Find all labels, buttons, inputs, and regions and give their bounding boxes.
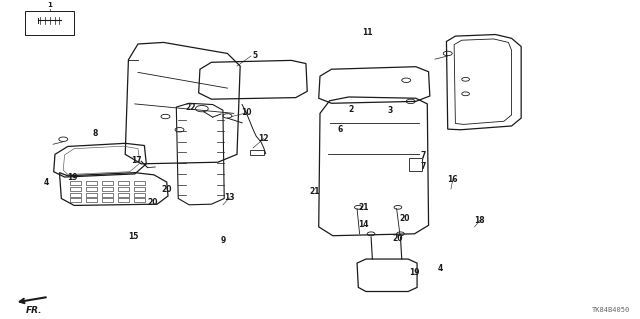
Text: 4: 4 (44, 178, 49, 187)
Text: 21: 21 (310, 187, 320, 196)
Text: 16: 16 (447, 175, 458, 184)
Text: 3: 3 (388, 106, 393, 115)
Text: 1: 1 (47, 2, 52, 8)
Text: 21: 21 (358, 204, 369, 212)
Text: 12: 12 (259, 134, 269, 143)
Text: 7: 7 (420, 152, 426, 160)
Text: 2: 2 (348, 105, 353, 114)
Text: 9: 9 (220, 236, 225, 245)
Text: 19: 19 (68, 173, 78, 182)
Text: TK84B4050: TK84B4050 (591, 307, 630, 313)
Text: 20: 20 (147, 198, 158, 207)
Text: 11: 11 (363, 28, 373, 37)
Text: 6: 6 (338, 125, 343, 134)
Text: FR.: FR. (26, 306, 42, 315)
Text: 5: 5 (252, 51, 257, 61)
Text: 18: 18 (474, 216, 485, 225)
Text: 14: 14 (358, 220, 369, 229)
Text: 8: 8 (93, 130, 98, 138)
Text: 17: 17 (131, 156, 141, 165)
Text: 15: 15 (129, 232, 139, 241)
Text: 4: 4 (437, 264, 443, 273)
Text: 20: 20 (399, 213, 410, 223)
Text: 7: 7 (420, 162, 426, 171)
Text: 10: 10 (241, 108, 252, 117)
Text: 13: 13 (224, 193, 235, 202)
Text: 20: 20 (161, 184, 172, 194)
Text: 20: 20 (393, 234, 403, 243)
Text: 22: 22 (186, 103, 196, 112)
Text: 19: 19 (409, 268, 420, 277)
